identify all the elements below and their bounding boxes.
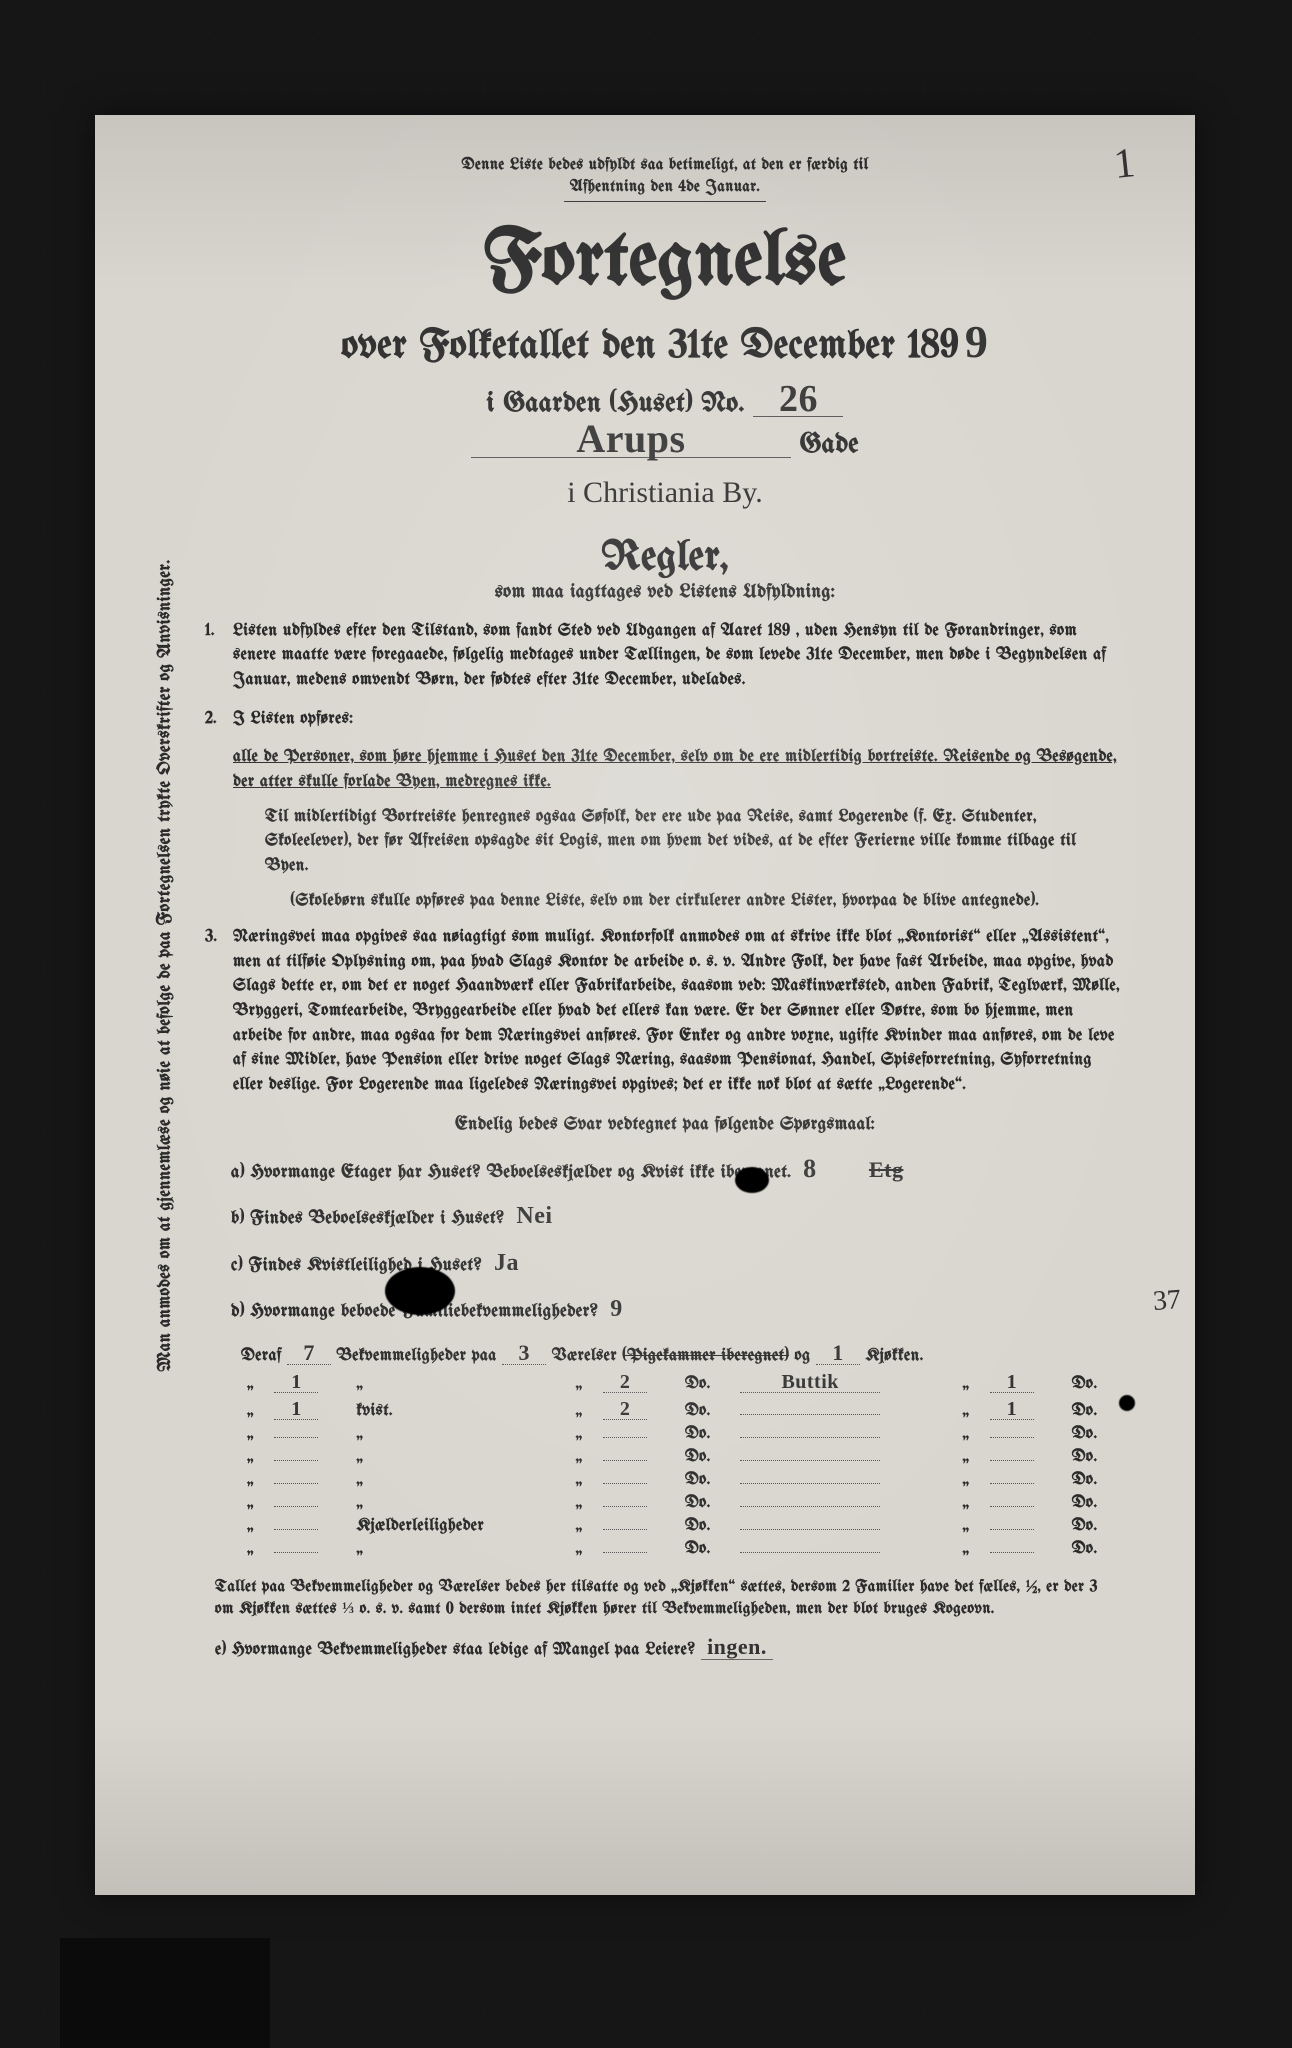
ink-blot (385, 1267, 455, 1315)
table-row: „1kvist.„2Do.„1Do. (241, 1396, 1121, 1423)
bekvem-table: „1„„2Do.Buttik„1Do.„1kvist.„2Do.„1Do.„„„… (241, 1369, 1121, 1561)
deraf-label3: Kjøkken. (866, 1348, 924, 1365)
deraf-label1: Bekvemmeligheder paa (337, 1348, 497, 1365)
rule-3: Næringsvei maa opgives saa nøiagtigt som… (205, 926, 1125, 1098)
gaarden-label: i Gaarden (Huset) No. (487, 390, 745, 419)
header-note-line1: Denne Liste bedes udfyldt saa betimeligt… (462, 157, 869, 174)
question-c: c) Findes Kvistleilighed i Huset? Ja (231, 1241, 1125, 1288)
table-row: „1„„2Do.Buttik„1Do. (241, 1369, 1121, 1396)
table-row: „„„Do.„Do. (241, 1469, 1121, 1492)
document-page: 1 Denne Liste bedes udfyldt saa betimeli… (95, 115, 1195, 1895)
question-d: d) Hvormange beboede Familiebekvemmeligh… (231, 1287, 1125, 1334)
table-row: „„„Do.„Do. (241, 1446, 1121, 1469)
table-row: „Kjælderleiligheder„Do.„Do. (241, 1515, 1121, 1538)
deraf-og: og (795, 1348, 811, 1365)
regler-heading: Regler, (205, 536, 1125, 580)
rules-list-2: Næringsvei maa opgives saa nøiagtigt som… (205, 926, 1125, 1098)
header-note: Denne Liste bedes udfyldt saa betimeligt… (205, 155, 1125, 202)
sidebar-instruction: Man anmodes om at gjennemlæse og nøie at… (151, 475, 179, 1455)
rule-2-lead: I Listen opføres: (233, 711, 353, 728)
year-last-digit: 9 (965, 316, 989, 367)
deraf-vaer: 3 (502, 1342, 546, 1365)
margin-number: 37 (1152, 1284, 1182, 1318)
answer-a: 8 (803, 1144, 863, 1194)
answer-e: ingen. (701, 1634, 773, 1660)
subtitle: over Folketallet den 31te December 1899 (205, 312, 1125, 374)
ink-spot (1119, 1395, 1135, 1411)
question-b-text: b) Findes Beboelseskjælder i Huset? (231, 1209, 505, 1228)
regler-subheading: som maa iagttages ved Listens Udfyldning… (205, 582, 1125, 602)
street-name: Arups (471, 421, 791, 458)
answer-b: Nei (516, 1194, 576, 1241)
answer-c: Ja (494, 1241, 554, 1288)
ink-blot-2 (735, 1167, 769, 1193)
house-number: 26 (753, 382, 843, 417)
answer-d: 9 (610, 1287, 670, 1334)
table-row: „„„Do.„Do. (241, 1492, 1121, 1515)
deraf-line: Deraf 7 Bekvemmeligheder paa 3 Værelser … (241, 1342, 1125, 1365)
deraf-struck: (Pigekammer iberegnet) (623, 1348, 790, 1365)
rule-1: Listen udfyldes efter den Tilstand, som … (205, 620, 1125, 694)
gade-label: Gade (800, 431, 859, 460)
main-title: Fortegnelse (205, 224, 1125, 302)
rule-2b: Til midlertidigt Bortreiste henregnes og… (265, 806, 1125, 880)
film-strip (60, 1938, 270, 2048)
question-e: e) Hvormange Bekvemmeligheder staa ledig… (215, 1634, 1115, 1660)
question-b: b) Findes Beboelseskjælder i Huset? Nei (231, 1194, 1125, 1241)
gaarden-line: i Gaarden (Huset) No. 26 (205, 382, 1125, 419)
table-row: „„„Do.„Do. (241, 1423, 1121, 1446)
question-e-text: e) Hvormange Bekvemmeligheder staa ledig… (215, 1642, 696, 1659)
deraf-count: 7 (287, 1342, 331, 1365)
question-a-text: a) Hvormange Etager har Huset? Beboelses… (231, 1163, 791, 1182)
answer-a-struck: Etg (869, 1157, 904, 1182)
footnote: Tallet paa Bekvemmeligheder og Værelser … (215, 1577, 1115, 1622)
rules-list: Listen udfyldes efter den Tilstand, som … (205, 620, 1125, 733)
table-row: „„„Do.„Do. (241, 1538, 1121, 1561)
questions-heading: Endelig bedes Svar vedtegnet paa følgend… (205, 1115, 1125, 1134)
deraf-label2: Værelser (552, 1348, 617, 1365)
deraf-kj: 1 (816, 1342, 860, 1365)
rule-2a: alle de Personer, som høre hjemme i Huse… (233, 746, 1125, 795)
rule-2c-note: (Skolebørn skulle opføres paa denne List… (205, 890, 1125, 915)
sidebar-text: Man anmodes om at gjennemlæse og nøie at… (156, 559, 175, 1371)
subtitle-text: over Folketallet den 31te December 189 (342, 327, 959, 368)
header-note-line2: Afhentning den 4de Januar. (564, 177, 767, 201)
rule-2: I Listen opføres: (205, 708, 1125, 733)
deraf-lead: Deraf (241, 1348, 282, 1365)
questions-list: a) Hvormange Etager har Huset? Beboelses… (231, 1144, 1125, 1334)
street-line: Arups Gade (205, 421, 1125, 460)
rule-2a-text: alle de Personer, som høre hjemme i Huse… (233, 749, 1117, 791)
corner-page-number: 1 (1112, 139, 1138, 189)
question-a: a) Hvormange Etager har Huset? Beboelses… (231, 1144, 1125, 1194)
question-c-text: c) Findes Kvistleilighed i Huset? (231, 1256, 482, 1275)
city-line: i Christiania By. (205, 476, 1125, 510)
